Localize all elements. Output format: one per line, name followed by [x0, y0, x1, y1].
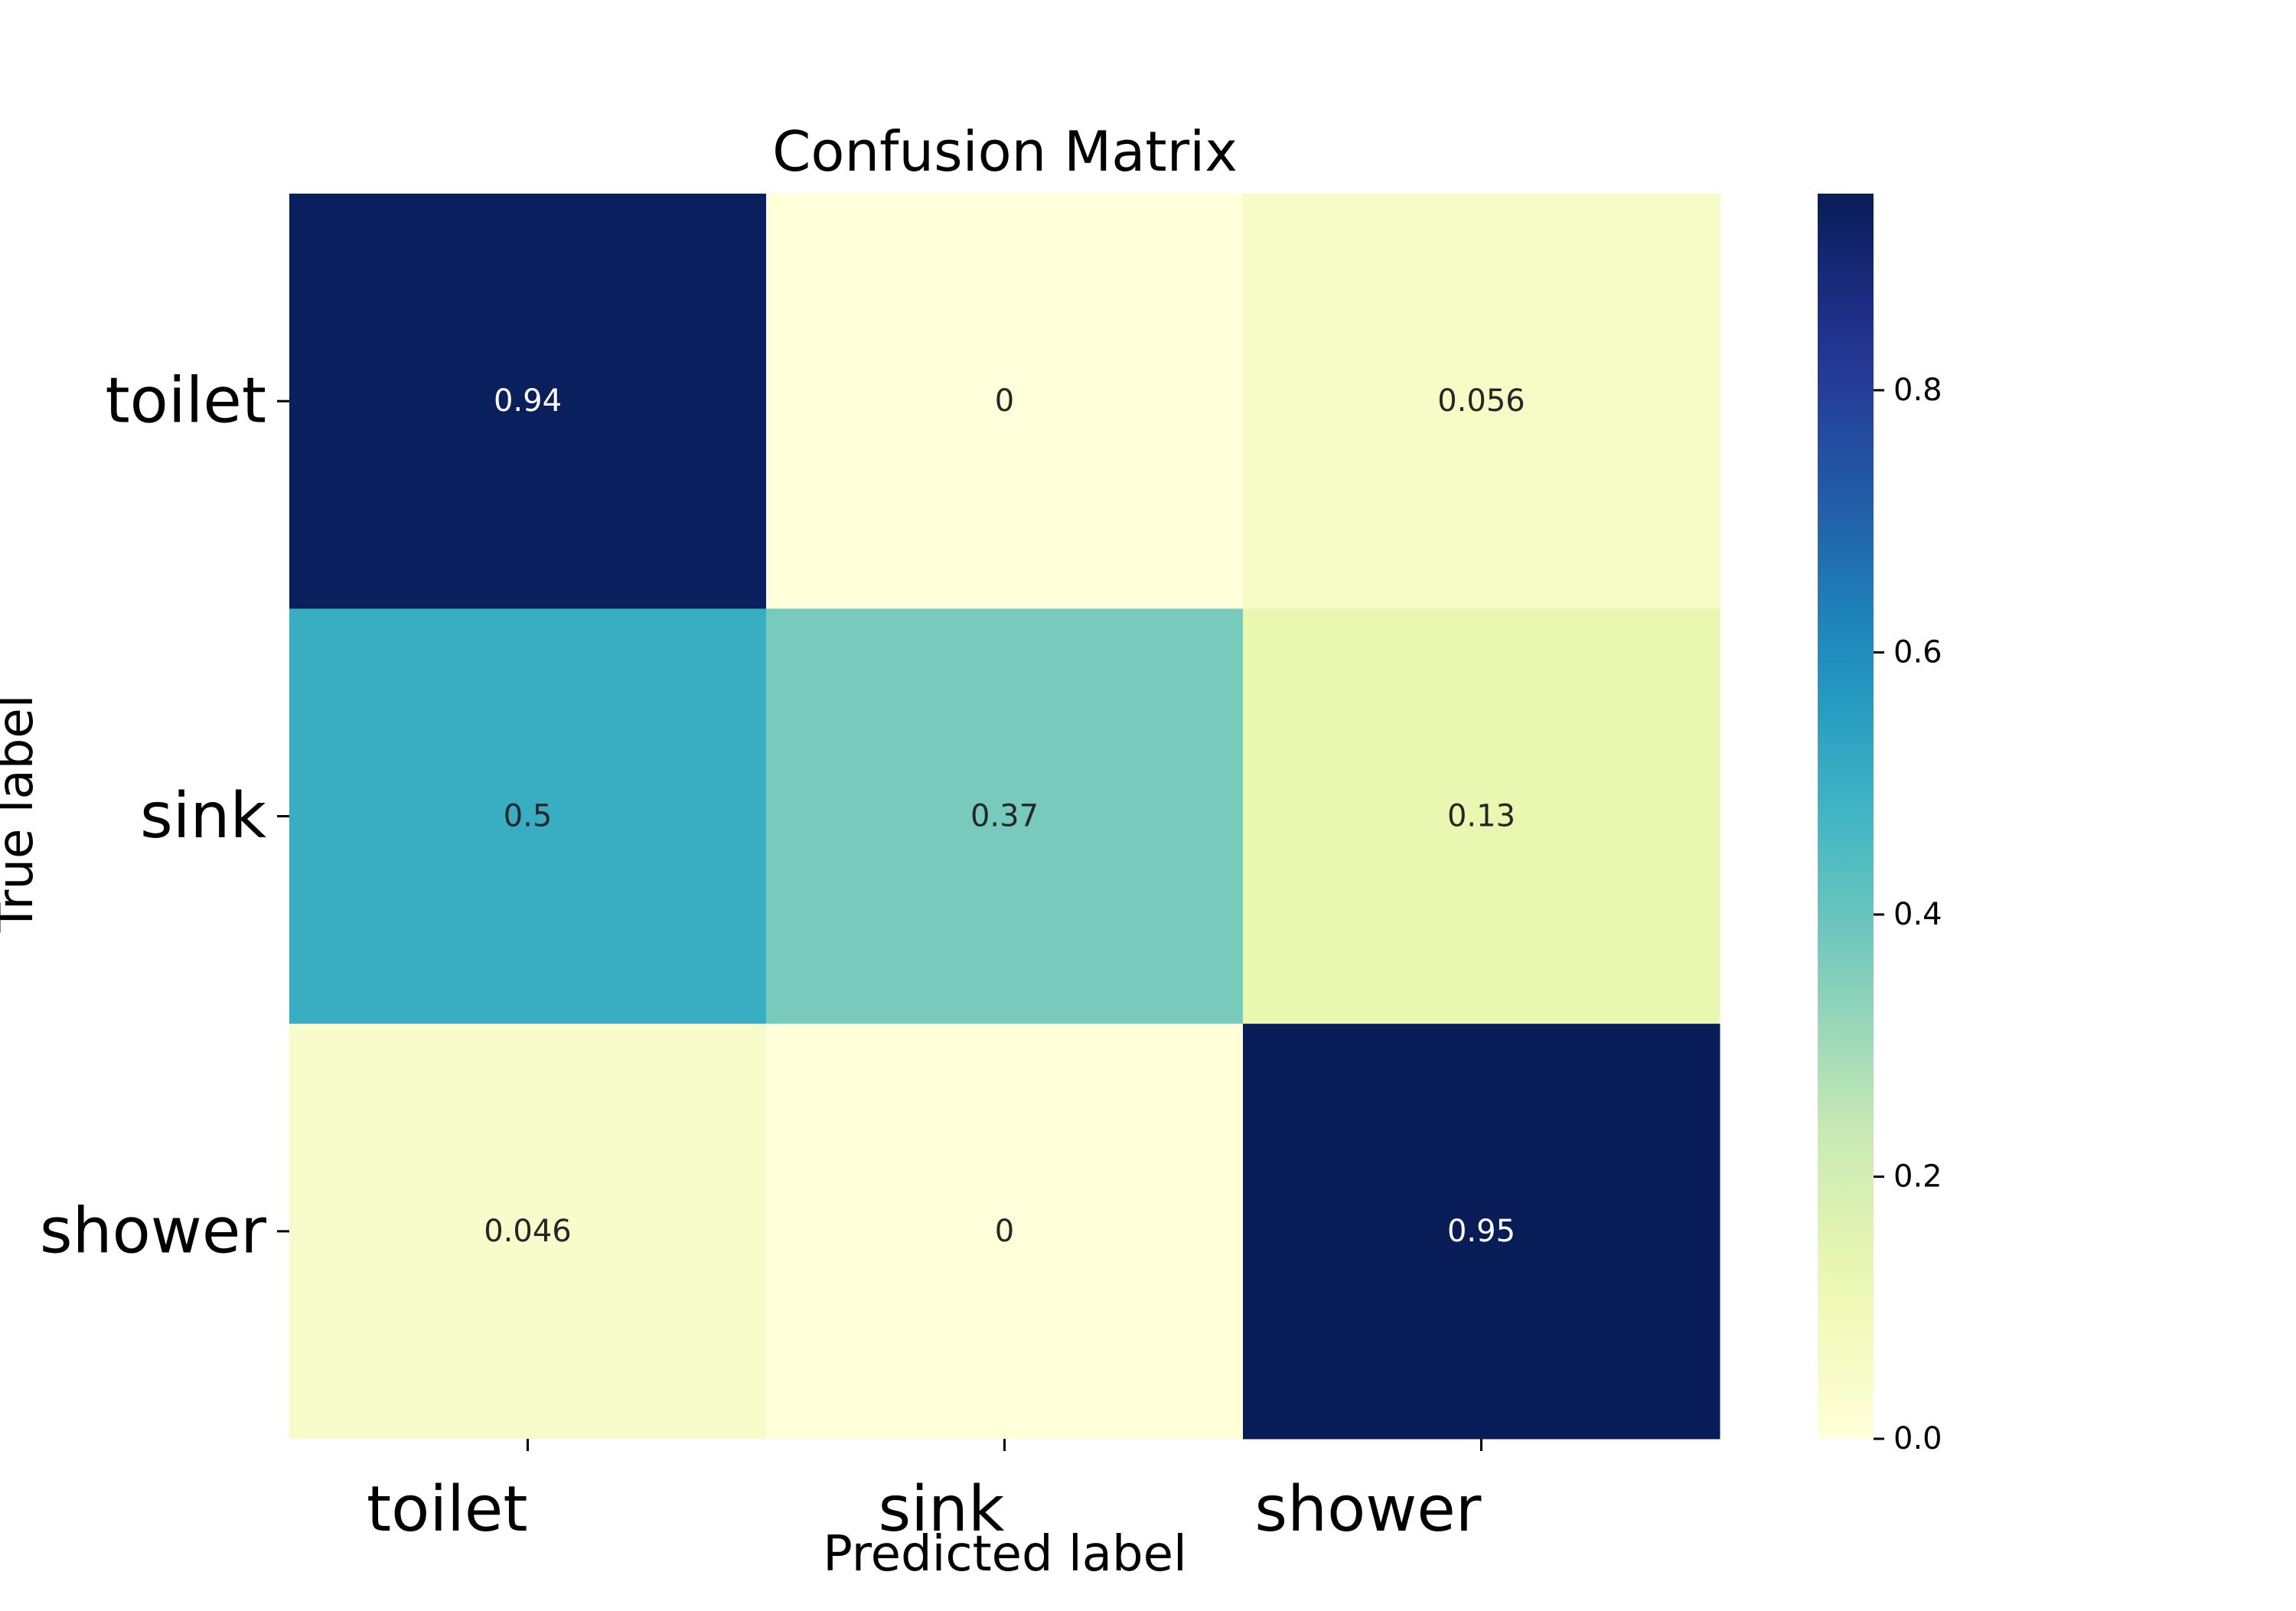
heatmap-cell — [1243, 194, 1720, 609]
heatmap-cell-label: 0 — [995, 383, 1014, 419]
heatmap-cell-label: 0.37 — [970, 799, 1039, 834]
y-tick-label: shower — [40, 1195, 266, 1267]
y-tick-label: sink — [140, 780, 266, 853]
heatmap-cell — [1243, 608, 1720, 1025]
heatmap-cell-label: 0.056 — [1437, 383, 1525, 419]
heatmap-cell — [289, 1023, 767, 1440]
heatmap-cell — [289, 608, 767, 1025]
x-axis-ticks: toilet sink shower — [367, 1439, 1482, 1546]
x-tick-label: toilet — [367, 1473, 528, 1546]
heatmap-cell — [766, 194, 1244, 609]
x-tick-label: shower — [1254, 1473, 1481, 1546]
heatmap-cell-label: 0.94 — [494, 383, 562, 419]
heatmap-cell-label: 0.13 — [1447, 799, 1515, 834]
chart-title: Confusion Matrix — [772, 119, 1238, 184]
colorbar-tick-label: 0.4 — [1893, 897, 1942, 932]
colorbar: 0.0 0.2 0.4 0.6 0.8 — [1818, 194, 1942, 1456]
colorbar-tick-label: 0.8 — [1893, 373, 1942, 408]
colorbar-gradient — [1818, 194, 1874, 1439]
colorbar-tick-label: 0.0 — [1893, 1421, 1942, 1456]
heatmap-cell — [766, 608, 1244, 1025]
heatmap-cell-label: 0.5 — [504, 799, 553, 834]
colorbar-tick-label: 0.6 — [1893, 634, 1942, 670]
heatmap-cell-label: 0.95 — [1447, 1214, 1515, 1249]
x-axis-label: Predicted label — [823, 1526, 1187, 1583]
heatmap-cell — [289, 194, 767, 609]
heatmap-cell — [766, 1023, 1244, 1440]
colorbar-tick-label: 0.2 — [1893, 1159, 1942, 1194]
heatmap-cell-labels: 0.94 0 0.056 0.5 0.37 0.13 0.046 0 0.95 — [484, 383, 1525, 1249]
heatmap-cell-label: 0.046 — [484, 1214, 572, 1249]
y-axis-label: True label — [0, 694, 44, 933]
x-tick-label: sink — [879, 1473, 1005, 1546]
heatmap-cell — [1243, 1023, 1720, 1440]
y-tick-label: toilet — [106, 365, 267, 438]
heatmap-cells — [289, 194, 1720, 1440]
heatmap-cell-label: 0 — [995, 1214, 1014, 1249]
y-axis-ticks: toilet sink shower — [40, 365, 289, 1267]
